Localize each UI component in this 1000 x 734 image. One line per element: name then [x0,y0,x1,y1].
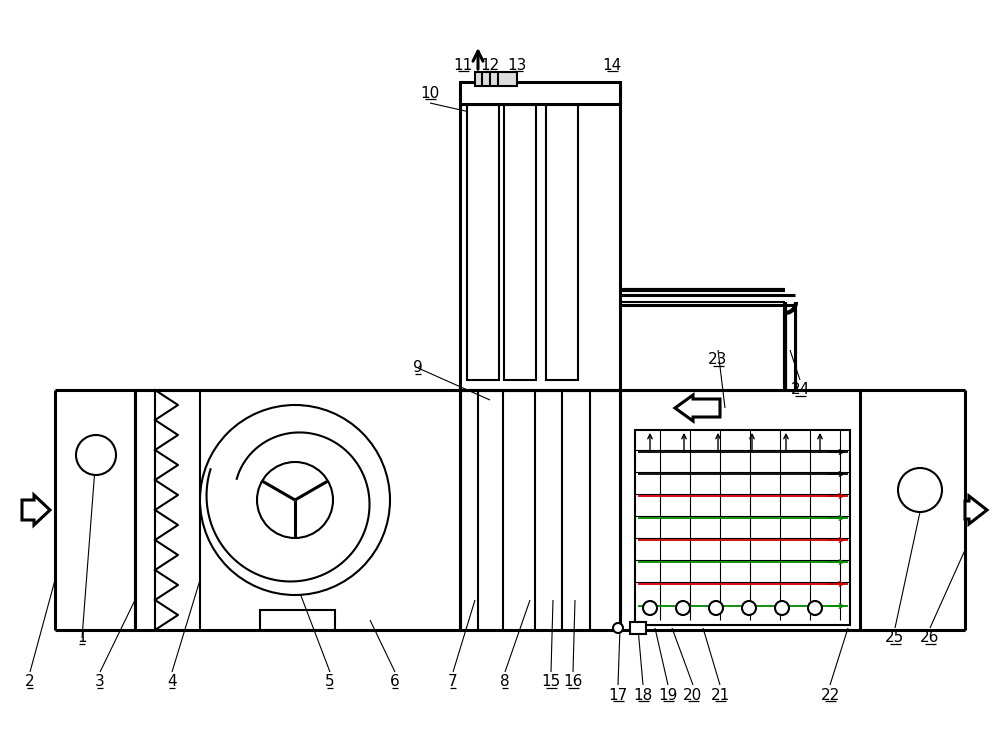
Circle shape [808,601,822,615]
Bar [460,82,620,104]
Circle shape [898,468,942,512]
FancyArrow shape [965,496,987,524]
Text: 6: 6 [390,675,400,689]
Bar [460,85,620,390]
Text: 10: 10 [420,85,440,101]
Text: 1: 1 [77,631,87,645]
Bar [475,72,517,86]
Text: 19: 19 [658,688,678,702]
Bar [546,105,578,380]
Text: 8: 8 [500,675,510,689]
Text: 18: 18 [633,688,653,702]
Bar [635,430,850,625]
Text: 5: 5 [325,675,335,689]
Bar [260,610,335,630]
Circle shape [676,601,690,615]
Circle shape [742,601,756,615]
Bar [467,105,499,380]
Bar [620,390,860,630]
Text: 25: 25 [885,631,905,645]
Circle shape [200,405,390,595]
Text: 17: 17 [608,688,628,702]
Text: 14: 14 [602,57,622,73]
Text: 23: 23 [708,352,728,368]
Text: 22: 22 [820,688,840,702]
Text: 21: 21 [710,688,730,702]
Text: 26: 26 [920,631,940,645]
Circle shape [257,462,333,538]
Text: 7: 7 [448,675,458,689]
Text: 15: 15 [541,675,561,689]
Text: 12: 12 [480,57,500,73]
Text: 20: 20 [683,688,703,702]
FancyArrow shape [22,495,50,525]
Text: 11: 11 [453,57,473,73]
Text: 24: 24 [790,382,810,398]
Circle shape [76,435,116,475]
Circle shape [643,601,657,615]
Bar [135,390,460,630]
Circle shape [709,601,723,615]
Circle shape [775,601,789,615]
Circle shape [613,623,623,633]
Bar [504,105,536,380]
Text: 4: 4 [167,675,177,689]
Text: 2: 2 [25,675,35,689]
Text: 13: 13 [507,57,527,73]
FancyArrow shape [675,395,720,421]
Bar [460,390,620,630]
Text: 3: 3 [95,675,105,689]
Bar [630,622,646,634]
Text: 16: 16 [563,675,583,689]
Text: 9: 9 [413,360,423,376]
